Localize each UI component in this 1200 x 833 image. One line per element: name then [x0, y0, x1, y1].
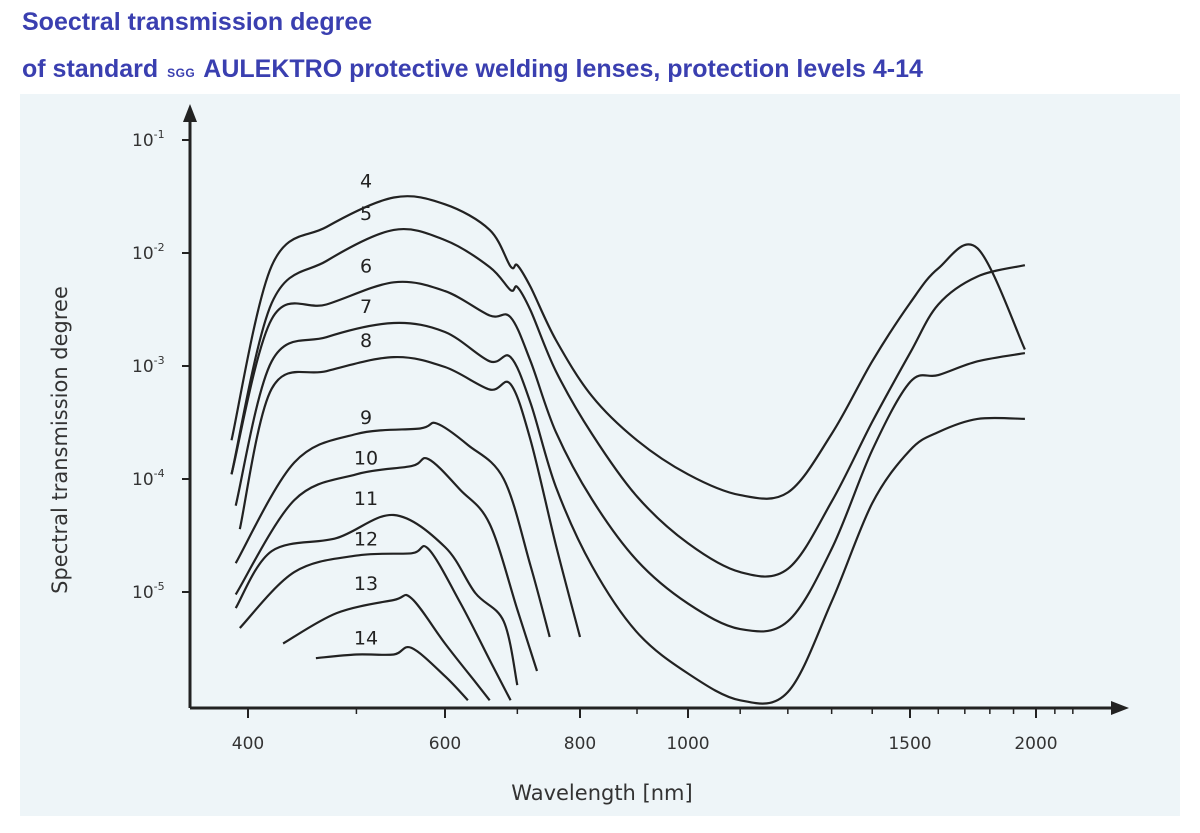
x-tick-label: 1500: [888, 734, 931, 754]
chart-title-line-2: of standard SGG AULEKTRO protective weld…: [22, 55, 923, 84]
y-axis-arrow: [183, 104, 197, 122]
curve-labels: 4 5 6 7 8 9 10 11 12 13 14: [354, 170, 378, 649]
x-tick-label: 800: [564, 734, 596, 754]
chart-panel: [20, 94, 1180, 816]
x-tick-label: 600: [429, 734, 461, 754]
curve-label-6: 6: [360, 255, 372, 277]
x-tick-label: 2000: [1014, 734, 1057, 754]
curve-protection-level-11: [234, 513, 519, 686]
curve-label-11: 11: [354, 488, 378, 510]
title-prefix: of standard: [22, 55, 159, 83]
title-brand-small: SGG: [167, 66, 196, 80]
curve-label-4: 4: [360, 170, 372, 192]
curve-label-7: 7: [360, 296, 372, 318]
chart-title-line-1: Soectral transmission degree: [22, 8, 373, 36]
curve-protection-level-5: [230, 228, 1026, 578]
curve-protection-level-4: [230, 195, 1026, 500]
y-tick-label: 10-5: [132, 580, 165, 603]
curve-label-12: 12: [354, 529, 378, 551]
curve-protection-level-6: [230, 280, 1026, 633]
y-tick-label: 10-4: [132, 467, 165, 490]
x-axis-arrow: [1111, 701, 1129, 715]
curve-protection-level-13: [282, 593, 491, 701]
curve-protection-level-7: [234, 321, 1025, 705]
curve-protection-level-10: [234, 457, 539, 672]
curve-label-10: 10: [354, 447, 378, 469]
y-axis-title: Spectral transmission degree: [48, 286, 72, 594]
y-tick-label: 10-2: [132, 241, 165, 264]
title-rest: AULEKTRO protective welding lenses, prot…: [203, 55, 923, 83]
axes: 10-1 10-2 10-3 10-4 10-5 400 600 800 1000 1500 200…: [48, 104, 1129, 805]
curve-label-5: 5: [360, 203, 372, 225]
x-tick-label: 1000: [666, 734, 709, 754]
curve-protection-level-12: [239, 544, 512, 701]
curve-protection-level-9: [234, 421, 551, 638]
x-tick-label: 400: [232, 734, 264, 754]
y-tick-label: 10-3: [132, 354, 165, 377]
curve-label-9: 9: [360, 407, 372, 429]
curve-protection-level-14: [315, 646, 469, 702]
y-tick-label: 10-1: [132, 128, 165, 151]
curves: [230, 195, 1026, 705]
curve-label-14: 14: [354, 627, 378, 649]
curve-protection-level-8: [238, 355, 582, 638]
curve-label-13: 13: [354, 573, 378, 595]
curve-label-8: 8: [360, 330, 372, 352]
x-axis-title: Wavelength [nm]: [511, 781, 692, 805]
